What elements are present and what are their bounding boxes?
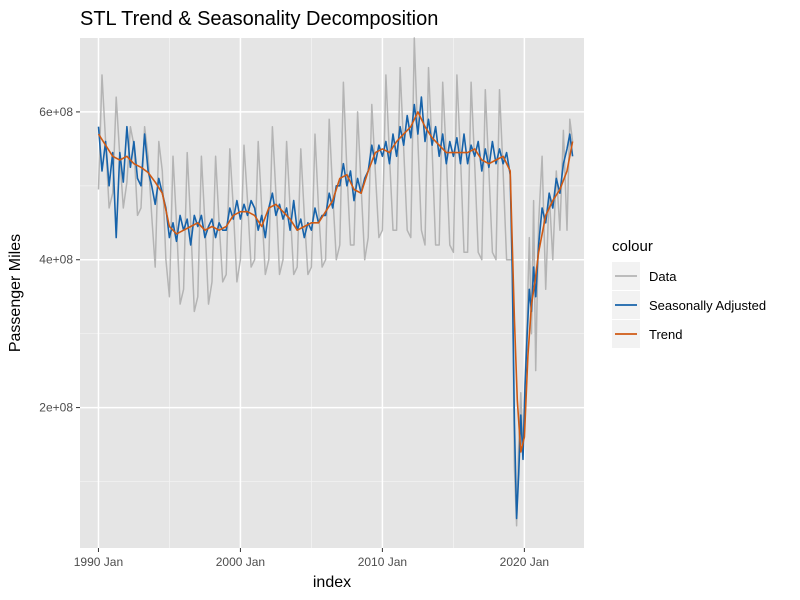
y-tick-label: 6e+08 [39,105,73,119]
series-line-trend [97,111,574,453]
plot-panel [80,38,584,548]
axis-ticks [76,111,525,552]
y-tick-label: 4e+08 [39,253,73,267]
x-tick-label: 2020 Jan [500,555,549,569]
series-line-data [97,37,574,527]
legend: colour Data Seasonally Adjusted Trend [612,238,766,348]
legend-label-data: Data [649,269,677,284]
legend-label-seasonally-adjusted: Seasonally Adjusted [649,298,766,313]
legend-title: colour [612,238,653,255]
x-axis-title: index [313,574,351,591]
tick-labels: 1990 Jan 2000 Jan 2010 Jan 2020 Jan 2e+08 4e+… [39,105,549,569]
y-axis-title: Passenger Miles [7,234,24,352]
legend-entries: Data Seasonally Adjusted Trend [612,262,766,348]
x-tick-label: 2010 Jan [358,555,407,569]
series-layer [97,37,574,527]
y-tick-label: 2e+08 [39,401,73,415]
x-tick-label: 1990 Jan [74,555,123,569]
chart-title: STL Trend & Seasonality Decomposition [80,8,438,30]
x-tick-label: 2000 Jan [216,555,265,569]
legend-label-trend: Trend [649,327,682,342]
